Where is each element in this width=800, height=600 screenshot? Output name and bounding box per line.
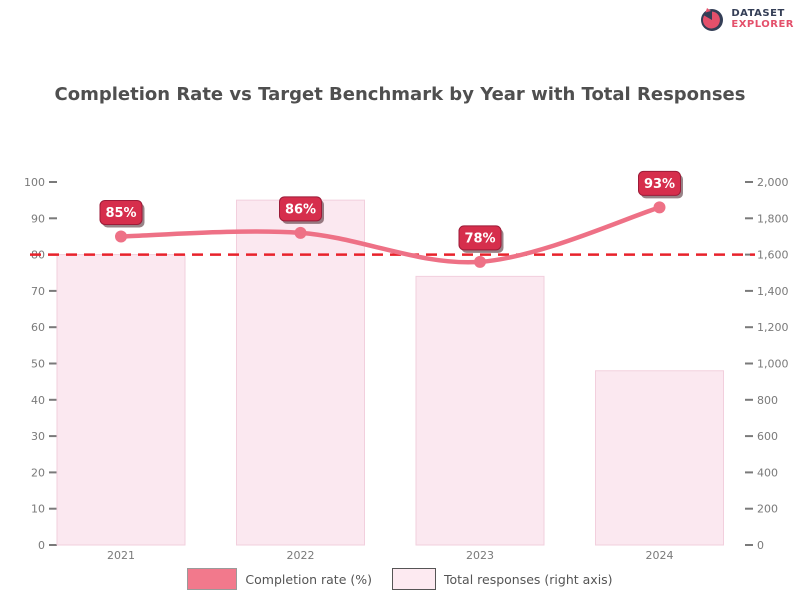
data-point-2024[interactable] <box>653 201 666 214</box>
bar-2023[interactable] <box>415 275 545 546</box>
bar-2021[interactable] <box>56 254 186 546</box>
data-label-badge <box>638 170 681 196</box>
data-label-badge <box>458 225 502 251</box>
data-point-2022[interactable] <box>294 226 307 239</box>
right-axis-label: 1,600 <box>757 249 789 262</box>
data-label-text: 86% <box>285 202 316 217</box>
right-axis-label: 1,800 <box>757 212 789 225</box>
legend-swatch-bar <box>391 568 436 590</box>
right-axis-label: 200 <box>757 503 778 516</box>
logo-text-line2: EXPLORER <box>731 19 794 30</box>
legend-item-line[interactable]: Completion rate (%) <box>187 568 372 590</box>
data-label-text: 78% <box>464 231 495 246</box>
right-axis-label: 2,000 <box>757 176 789 189</box>
right-axis-label: 1,200 <box>757 321 789 334</box>
left-axis-label: 10 <box>31 503 45 516</box>
left-axis-label: 0 <box>38 539 45 552</box>
right-axis-label: 0 <box>757 539 764 552</box>
left-axis-label: 20 <box>31 466 45 479</box>
right-axis-label: 1,400 <box>757 285 789 298</box>
data-label-badge <box>99 199 143 225</box>
right-axis-label: 800 <box>757 394 778 407</box>
bar-2022[interactable] <box>236 199 365 546</box>
data-label-badge <box>279 196 322 222</box>
data-label-text: 85% <box>105 206 136 221</box>
legend-label-line: Completion rate (%) <box>245 571 372 587</box>
data-point-2023[interactable] <box>474 255 486 268</box>
app-logo: DATASET EXPLORER <box>698 5 794 33</box>
x-axis-label: 2021 <box>107 549 135 562</box>
right-axis-label: 400 <box>757 466 778 479</box>
left-axis-label: 50 <box>31 358 45 371</box>
left-axis-label: 40 <box>31 394 45 407</box>
left-axis-label: 60 <box>31 321 45 334</box>
right-axis-label: 1,000 <box>757 358 789 371</box>
x-axis-label: 2022 <box>287 549 315 562</box>
chart-title: Completion Rate vs Target Benchmark by Y… <box>54 84 746 105</box>
data-point-2021[interactable] <box>115 230 127 243</box>
logo-text-line1: DATASET <box>731 7 785 19</box>
legend-item-bar[interactable]: Total responses (right axis) <box>391 568 613 590</box>
pie-chart-logo-icon <box>701 8 724 31</box>
x-axis-label: 2023 <box>466 549 494 562</box>
right-axis-label: 600 <box>757 430 778 443</box>
chart-legend: Completion rate (%) Total responses (rig… <box>0 568 800 590</box>
legend-swatch-line <box>187 568 238 590</box>
left-axis-label: 90 <box>31 212 45 225</box>
data-label-text: 93% <box>644 177 675 192</box>
left-axis-label: 30 <box>31 430 45 443</box>
bar-2024[interactable] <box>595 370 724 546</box>
trend-line <box>118 205 662 265</box>
left-axis-label: 100 <box>24 176 45 189</box>
legend-label-bar: Total responses (right axis) <box>443 571 613 587</box>
x-axis-label: 2024 <box>646 549 674 562</box>
left-axis-label: 70 <box>31 285 45 298</box>
